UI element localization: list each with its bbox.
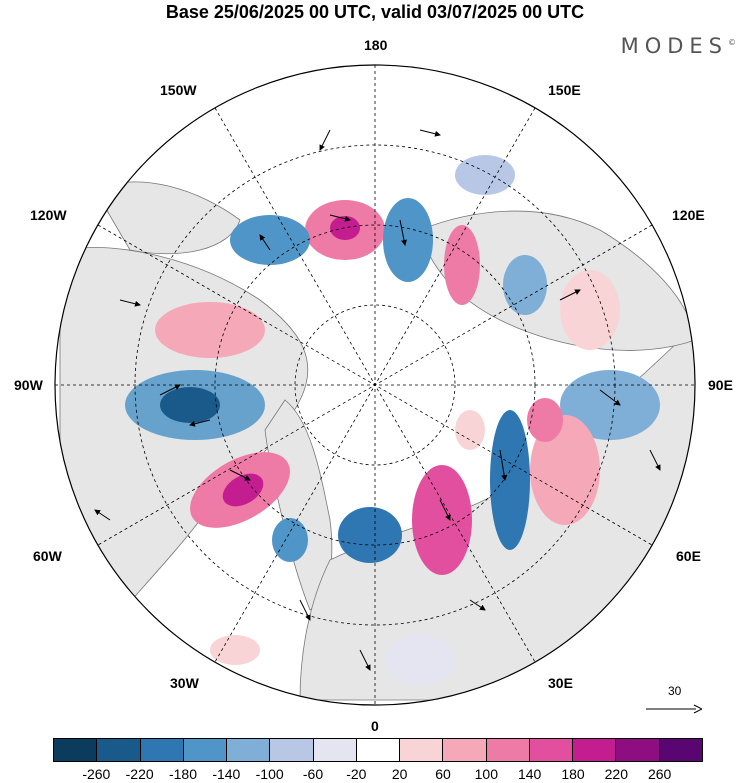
label-30w: 30W bbox=[170, 675, 199, 691]
anomaly-neg-2 bbox=[230, 215, 310, 265]
colorbar-swatch bbox=[54, 739, 98, 761]
anomaly-pos-10 bbox=[210, 635, 260, 665]
colorbar-tick-label: 180 bbox=[561, 766, 585, 782]
anomaly-pos-4 bbox=[155, 302, 265, 358]
colorbar-tick-label: -140 bbox=[212, 766, 241, 782]
anomaly-neg-7 bbox=[503, 255, 547, 315]
anomaly-pos-2-core bbox=[330, 216, 360, 240]
colorbar-swatch bbox=[356, 739, 401, 761]
anomaly-neg-10 bbox=[385, 635, 455, 685]
anomaly-neg-9 bbox=[272, 518, 308, 562]
anomaly-neg-5 bbox=[338, 507, 402, 563]
meridian-120-300 bbox=[97, 224, 653, 546]
colorbar-swatch bbox=[183, 739, 228, 761]
latitude-circle-1 bbox=[294, 304, 456, 466]
colorbar-swatch bbox=[400, 739, 444, 761]
colorbar-swatch bbox=[659, 739, 702, 761]
label-120w: 120W bbox=[30, 207, 67, 223]
label-150w: 150W bbox=[160, 82, 197, 98]
label-60e: 60E bbox=[676, 548, 701, 564]
colorbar-swatch bbox=[227, 739, 271, 761]
map-title: Base 25/06/2025 00 UTC, valid 03/07/2025… bbox=[165, 2, 585, 22]
label-90w: 90W bbox=[14, 377, 43, 393]
anomaly-pos-9 bbox=[455, 410, 485, 450]
colorbar bbox=[53, 738, 703, 762]
label-0: 0 bbox=[371, 718, 379, 734]
colorbar-swatch bbox=[140, 739, 184, 761]
reference-vector-arrow bbox=[646, 704, 702, 714]
anomaly-pos-6 bbox=[530, 415, 600, 525]
colorbar-tick-label: 20 bbox=[391, 766, 408, 782]
anomaly-neg-3 bbox=[383, 198, 433, 282]
label-180: 180 bbox=[364, 37, 388, 53]
brand-logo: MODES© bbox=[620, 34, 736, 58]
label-120e: 120E bbox=[672, 207, 705, 223]
colorbar-swatch bbox=[529, 739, 574, 761]
label-30e: 30E bbox=[548, 675, 573, 691]
colorbar-tick-label: 220 bbox=[604, 766, 629, 782]
map-border bbox=[54, 64, 696, 706]
colorbar-tick-label: 140 bbox=[517, 766, 542, 782]
colorbar-swatch bbox=[573, 739, 617, 761]
colorbar-tick-label: -60 bbox=[302, 766, 324, 782]
colorbar-tick-label: 260 bbox=[647, 766, 672, 782]
anomaly-field bbox=[125, 155, 660, 685]
anomaly-pos-1-core bbox=[222, 473, 264, 507]
colorbar-swatch bbox=[616, 739, 660, 761]
land-siberia bbox=[419, 210, 695, 351]
colorbar-swatch bbox=[270, 739, 314, 761]
colorbar-swatch bbox=[97, 739, 141, 761]
anomaly-neg-1-core bbox=[160, 387, 220, 423]
anomaly-pos-7 bbox=[527, 398, 563, 442]
colorbar-swatch bbox=[486, 739, 530, 761]
colorbar-tick-label: 60 bbox=[435, 766, 451, 782]
anomaly-neg-8 bbox=[455, 155, 515, 195]
colorbar-tick-label: -260 bbox=[82, 766, 111, 782]
reference-vector-label: 30 bbox=[668, 684, 682, 698]
label-90e: 90E bbox=[708, 377, 733, 393]
anomaly-pos-8 bbox=[560, 270, 620, 350]
colorbar-tick-label: -100 bbox=[255, 766, 284, 782]
colorbar-tick-label: 100 bbox=[474, 766, 499, 782]
graticule bbox=[55, 65, 695, 705]
label-60w: 60W bbox=[33, 548, 62, 564]
land-alaska bbox=[94, 181, 241, 255]
colorbar-tick-label: -180 bbox=[168, 766, 198, 782]
label-150e: 150E bbox=[548, 82, 581, 98]
colorbar-swatch bbox=[313, 739, 357, 761]
colorbar-tick-label: -220 bbox=[125, 766, 154, 782]
wind-vectors bbox=[94, 129, 661, 671]
colorbar-tick-label: -20 bbox=[346, 766, 367, 782]
anomaly-pos-3 bbox=[444, 225, 480, 305]
anomaly-neg-4 bbox=[490, 410, 530, 550]
anomaly-pos-5 bbox=[412, 465, 472, 575]
anomaly-neg-6 bbox=[560, 370, 660, 440]
colorbar-swatch bbox=[443, 739, 487, 761]
